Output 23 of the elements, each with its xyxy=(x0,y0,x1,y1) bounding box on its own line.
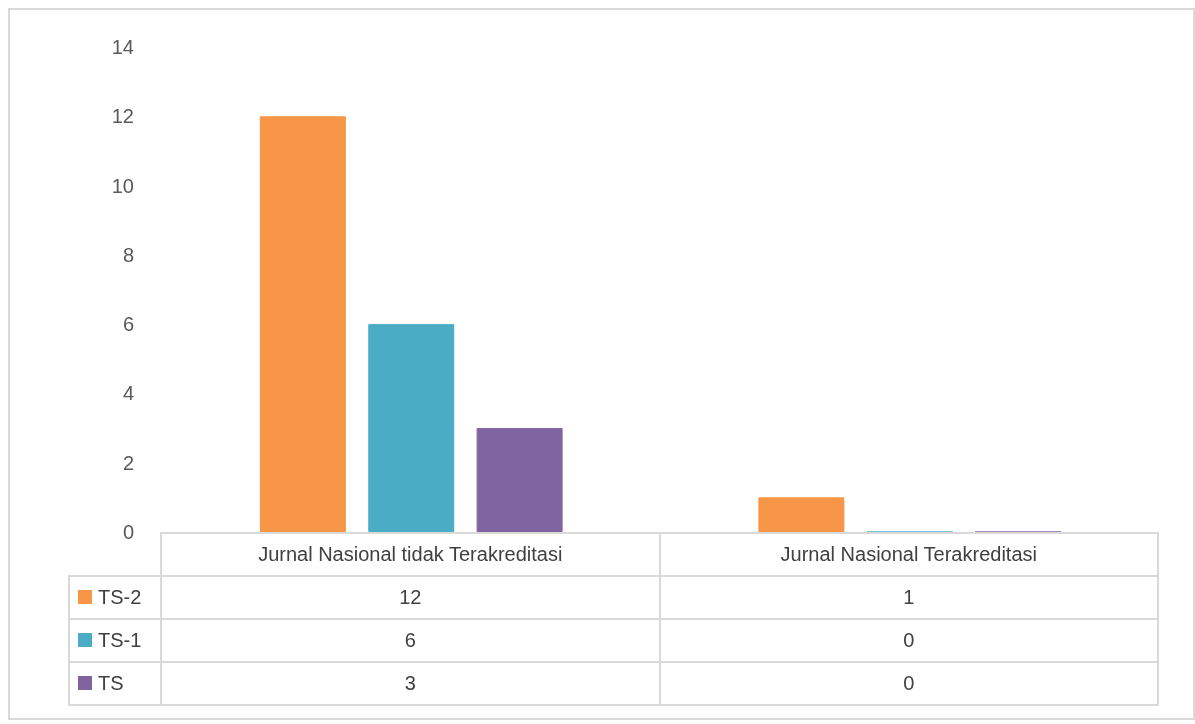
legend-label: TS xyxy=(69,662,161,705)
bar xyxy=(368,324,455,532)
legend-label: TS-2 xyxy=(69,576,161,619)
y-tick-label: 0 xyxy=(122,521,134,543)
data-label: 12 xyxy=(161,576,660,619)
y-tick-label: 10 xyxy=(111,174,134,197)
bar xyxy=(476,428,563,532)
data-label: 0 xyxy=(659,619,1158,662)
y-tick-label: 8 xyxy=(122,243,134,266)
bar xyxy=(259,116,346,532)
x-tick-label: Jurnal Nasional tidak Terakreditasi xyxy=(161,533,660,576)
y-tick-label: 12 xyxy=(111,105,134,128)
legend-label: TS-1 xyxy=(69,619,161,662)
bar xyxy=(758,497,845,532)
y-tick-label: 14 xyxy=(111,36,134,58)
y-tick-label: 2 xyxy=(122,451,134,474)
data-label: 3 xyxy=(161,662,660,705)
x-tick-label: Jurnal Nasional Terakreditasi xyxy=(659,533,1158,576)
data-label: 6 xyxy=(161,619,660,662)
y-tick-label: 6 xyxy=(122,313,134,336)
y-tick-label: 4 xyxy=(122,382,134,405)
data-label: 1 xyxy=(659,576,1158,619)
data-label: 0 xyxy=(659,662,1158,705)
